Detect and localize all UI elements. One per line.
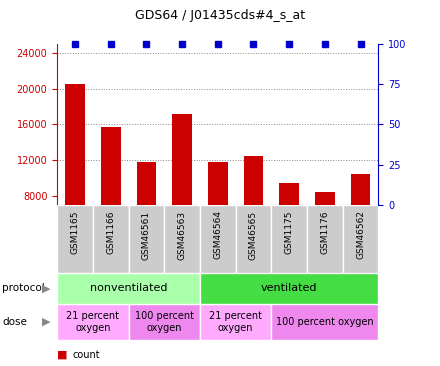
Text: 21 percent
oxygen: 21 percent oxygen <box>66 311 119 333</box>
Bar <box>236 205 271 273</box>
Text: protocol: protocol <box>2 283 45 293</box>
Bar <box>200 304 271 340</box>
Bar <box>343 205 378 273</box>
Text: 100 percent oxygen: 100 percent oxygen <box>276 317 374 327</box>
Bar <box>307 205 343 273</box>
Bar <box>65 84 85 268</box>
Bar <box>279 183 299 268</box>
Bar <box>244 156 263 268</box>
Text: GSM46562: GSM46562 <box>356 210 365 259</box>
Text: ■: ■ <box>57 350 68 360</box>
Text: GSM46565: GSM46565 <box>249 210 258 259</box>
Text: GSM46564: GSM46564 <box>213 210 222 259</box>
Text: GSM1175: GSM1175 <box>285 210 293 254</box>
Bar <box>101 127 121 268</box>
Text: ▶: ▶ <box>42 317 51 327</box>
Bar <box>351 173 370 268</box>
Bar <box>57 304 128 340</box>
Bar <box>128 304 200 340</box>
Bar <box>315 191 335 268</box>
Bar <box>271 304 378 340</box>
Text: 21 percent
oxygen: 21 percent oxygen <box>209 311 262 333</box>
Bar <box>57 273 200 304</box>
Text: ▶: ▶ <box>42 283 51 293</box>
Bar <box>208 162 227 268</box>
Bar <box>200 205 236 273</box>
Bar <box>136 162 156 268</box>
Text: GSM1176: GSM1176 <box>320 210 330 254</box>
Text: GSM1165: GSM1165 <box>70 210 80 254</box>
Bar <box>271 205 307 273</box>
Bar <box>164 205 200 273</box>
Text: dose: dose <box>2 317 27 327</box>
Text: nonventilated: nonventilated <box>90 283 167 293</box>
Text: GSM46561: GSM46561 <box>142 210 151 259</box>
Bar <box>172 114 192 268</box>
Text: ventilated: ventilated <box>261 283 317 293</box>
Text: GSM46563: GSM46563 <box>178 210 187 259</box>
Text: 100 percent
oxygen: 100 percent oxygen <box>135 311 194 333</box>
Text: count: count <box>73 350 100 360</box>
Bar <box>57 205 93 273</box>
Bar <box>93 205 128 273</box>
Bar <box>128 205 164 273</box>
Text: GSM1166: GSM1166 <box>106 210 115 254</box>
Bar <box>200 273 378 304</box>
Text: GDS64 / J01435cds#4_s_at: GDS64 / J01435cds#4_s_at <box>135 9 305 22</box>
